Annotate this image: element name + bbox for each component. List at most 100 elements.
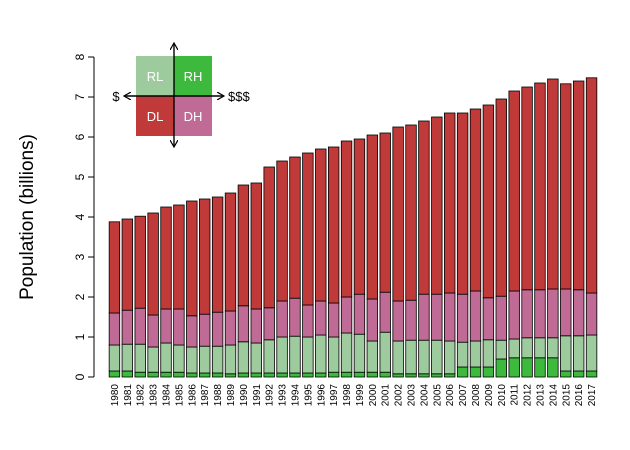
bar-segment-dh-1993 [276, 300, 288, 338]
x-tick-label: 2012 [523, 384, 534, 407]
bar-segment-dl-1995 [302, 152, 314, 306]
bar-segment-dh-2006 [444, 292, 456, 342]
bar-segment-dh-2005 [431, 293, 443, 341]
bar-segment-dl-1980 [108, 221, 121, 314]
y-tick-label: 3 [73, 253, 87, 260]
bar-segment-rh-2000 [366, 371, 379, 378]
bar-segment-rl-2013 [534, 337, 546, 359]
bar-segment-dh-2017 [585, 292, 598, 336]
bar-segment-rh-2014 [547, 357, 559, 378]
bar-segment-dl-2001 [379, 132, 391, 293]
y-tick-label: 8 [73, 53, 87, 60]
bar-segment-rl-2014 [547, 337, 559, 359]
bar-segment-dl-2016 [572, 80, 585, 291]
bar-segment-rl-2015 [560, 335, 572, 372]
x-tick-label: 1993 [278, 384, 289, 407]
bar-segment-rl-2012 [521, 337, 533, 359]
bar-segment-dl-1991 [250, 182, 262, 310]
bar-segment-rh-1990 [237, 372, 250, 378]
y-axis-title: Population (billions) [17, 134, 38, 300]
bar-segment-dl-2003 [405, 124, 417, 301]
bar-segment-dh-2007 [456, 293, 469, 343]
y-tick-label: 0 [73, 373, 87, 380]
x-tick-label: 1982 [136, 384, 147, 407]
bar-segment-dl-2009 [482, 104, 495, 299]
bar-segment-dh-1981 [121, 309, 134, 345]
y-tick-label: 5 [73, 173, 87, 180]
bar-segment-rh-1984 [160, 371, 172, 378]
bar-segment-dl-2012 [521, 86, 533, 291]
bar-segment-dh-2010 [495, 295, 507, 341]
bar-segment-dh-1987 [199, 313, 211, 347]
bar-segment-dl-2015 [560, 83, 572, 290]
bar-segment-dh-2013 [534, 289, 546, 339]
x-tick-label: 1987 [200, 384, 211, 407]
bar-segment-rh-2001 [379, 371, 391, 378]
bar-segment-rh-1999 [353, 371, 366, 378]
x-tick-label: 1990 [239, 384, 250, 407]
bar-segment-rl-2000 [366, 340, 379, 373]
bar-segment-rh-2007 [456, 366, 469, 378]
x-tick-label: 2014 [548, 384, 559, 407]
x-tick-label: 1994 [290, 384, 301, 407]
bar-segment-rl-1998 [340, 332, 353, 373]
bar-segment-rh-1987 [199, 372, 211, 378]
bar-segment-dl-1997 [327, 146, 340, 304]
bar-segment-rl-2010 [495, 339, 507, 360]
x-tick-label: 2005 [432, 384, 443, 407]
bar-segment-rh-1993 [276, 372, 288, 378]
bar-segment-dl-2017 [585, 77, 598, 294]
bar-segment-rl-1997 [327, 336, 340, 373]
bar-segment-dl-2006 [444, 112, 456, 294]
x-tick-label: 2009 [484, 384, 495, 407]
x-tick-label: 1983 [149, 384, 160, 407]
bar-segment-rl-1983 [147, 346, 159, 373]
bar-segment-dh-1996 [315, 300, 327, 336]
bar-segment-dl-1992 [263, 166, 275, 309]
x-tick-label: 1998 [342, 384, 353, 407]
bar-segment-rh-2016 [572, 370, 585, 378]
x-tick-label: 2002 [394, 384, 405, 407]
bar-segment-dl-1982 [134, 215, 146, 309]
bar-segment-rh-2008 [469, 366, 482, 378]
bar-segment-dl-1986 [186, 200, 198, 317]
bar-segment-dl-2008 [469, 108, 482, 292]
bar-segment-dh-1991 [250, 308, 262, 344]
bar-segment-dh-2015 [560, 288, 572, 337]
legend-cell-dh [174, 96, 212, 136]
bar-segment-dh-1980 [108, 312, 121, 346]
bar-segment-rl-1993 [276, 336, 288, 374]
x-tick-label: 1992 [265, 384, 276, 407]
bar-segment-rl-1989 [224, 344, 237, 375]
bar-segment-dh-1999 [353, 293, 366, 335]
legend-label-dh: DH [184, 109, 203, 124]
bar-segment-dh-2008 [469, 290, 482, 342]
legend-left-label: $ [112, 89, 120, 104]
bar-segment-rl-1990 [237, 341, 250, 374]
bar-segment-rh-1991 [250, 372, 262, 378]
x-tick-label: 1988 [213, 384, 224, 407]
bar-segment-dl-2013 [534, 82, 546, 291]
bar-segment-rl-1981 [121, 343, 134, 372]
bar-segment-rh-1997 [327, 371, 340, 378]
bar-segment-dh-1994 [289, 297, 301, 337]
bar-segment-rh-1988 [211, 372, 224, 378]
bar-segment-dl-1998 [340, 140, 353, 298]
y-tick-label: 7 [73, 93, 87, 100]
bar-segment-rh-1998 [340, 371, 353, 378]
bar-segment-rh-1985 [173, 371, 185, 378]
bar-segment-dl-1988 [211, 196, 224, 313]
x-tick-label: 2003 [407, 384, 418, 407]
bar-segment-rl-1996 [315, 334, 327, 374]
bar-segment-dh-1989 [224, 310, 237, 346]
bar-segment-dh-2009 [482, 297, 495, 341]
bar-segment-rl-1986 [186, 346, 198, 374]
bar-segment-dl-1993 [276, 160, 288, 302]
bar-segment-rh-1980 [108, 370, 121, 378]
x-tick-label: 1995 [303, 384, 314, 407]
bar-segment-dl-2014 [547, 78, 559, 290]
bar-segment-dh-2004 [418, 293, 430, 341]
bar-segment-dh-1988 [211, 311, 224, 347]
